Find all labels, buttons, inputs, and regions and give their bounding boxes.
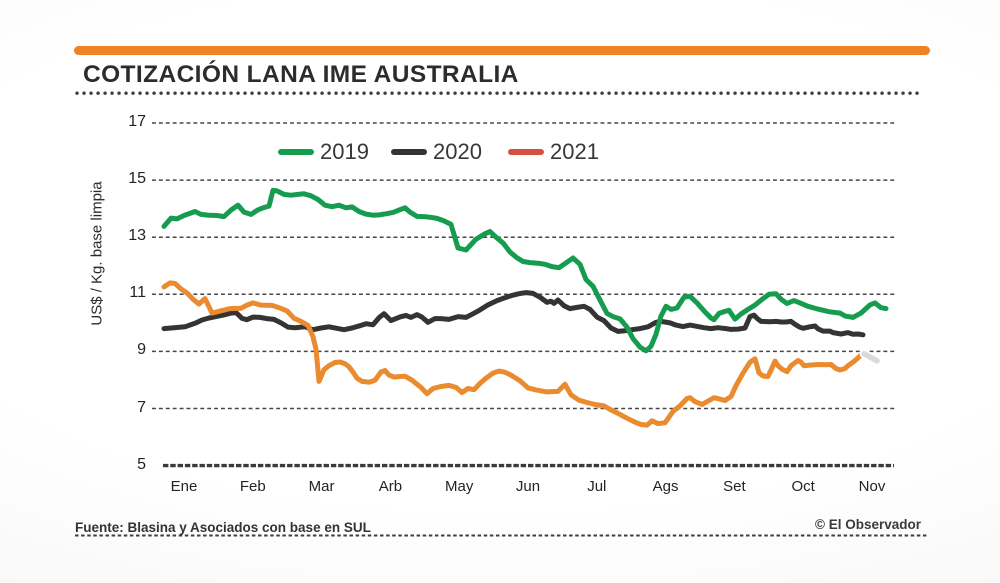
source-note: Fuente: Blasina y Asociados con base en … bbox=[75, 520, 371, 535]
legend-item-2020: 2020 bbox=[391, 139, 482, 165]
x-tick-label-Nov: Nov bbox=[858, 478, 886, 495]
x-tick-label-Oct: Oct bbox=[791, 478, 815, 495]
series-line-2021-provisional bbox=[861, 350, 880, 364]
accent-bar bbox=[74, 46, 930, 55]
x-tick-label-Jun: Jun bbox=[515, 478, 541, 495]
y-tick-label-17: 17 bbox=[128, 113, 146, 130]
y-tick-label-5: 5 bbox=[137, 455, 146, 473]
y-tick-label-15: 15 bbox=[128, 170, 146, 188]
legend-swatch-2021 bbox=[508, 149, 544, 155]
credit-note: © El Observador bbox=[815, 517, 921, 532]
x-tick-label-Ene: Ene bbox=[170, 478, 198, 495]
x-tick-label-Ags: Ags bbox=[652, 478, 679, 495]
x-tick-label-Jul: Jul bbox=[587, 478, 607, 495]
y-axis-title: US$ / Kg. base limpia bbox=[88, 180, 106, 326]
y-tick-label-11: 11 bbox=[129, 284, 146, 302]
legend-swatch-2019 bbox=[278, 149, 314, 155]
legend-label-2020: 2020 bbox=[433, 139, 482, 164]
x-tick-label-Set: Set bbox=[723, 478, 746, 495]
legend-label-2021: 2021 bbox=[550, 139, 599, 164]
series-line-2019 bbox=[161, 187, 889, 354]
x-tick-label-Feb: Feb bbox=[239, 478, 266, 495]
legend-swatch-2020 bbox=[391, 149, 427, 155]
legend-item-2019: 2019 bbox=[278, 139, 369, 165]
legend-label-2019: 2019 bbox=[320, 139, 369, 164]
x-tick-label-May: May bbox=[445, 478, 474, 495]
chart-legend: 2019 2020 2021 bbox=[0, 139, 1000, 165]
legend-item-2021: 2021 bbox=[508, 139, 599, 165]
x-tick-label-Mar: Mar bbox=[308, 478, 335, 495]
series-line-2021 bbox=[161, 280, 867, 428]
chart-title: COTIZACIÓN LANA IME AUSTRALIA bbox=[83, 61, 519, 88]
series-line-2020 bbox=[161, 290, 866, 338]
y-tick-label-13: 13 bbox=[128, 227, 146, 245]
y-tick-label-9: 9 bbox=[137, 341, 146, 359]
y-tick-label-7: 7 bbox=[137, 398, 146, 416]
x-tick-label-Arb: Arb bbox=[378, 478, 403, 495]
